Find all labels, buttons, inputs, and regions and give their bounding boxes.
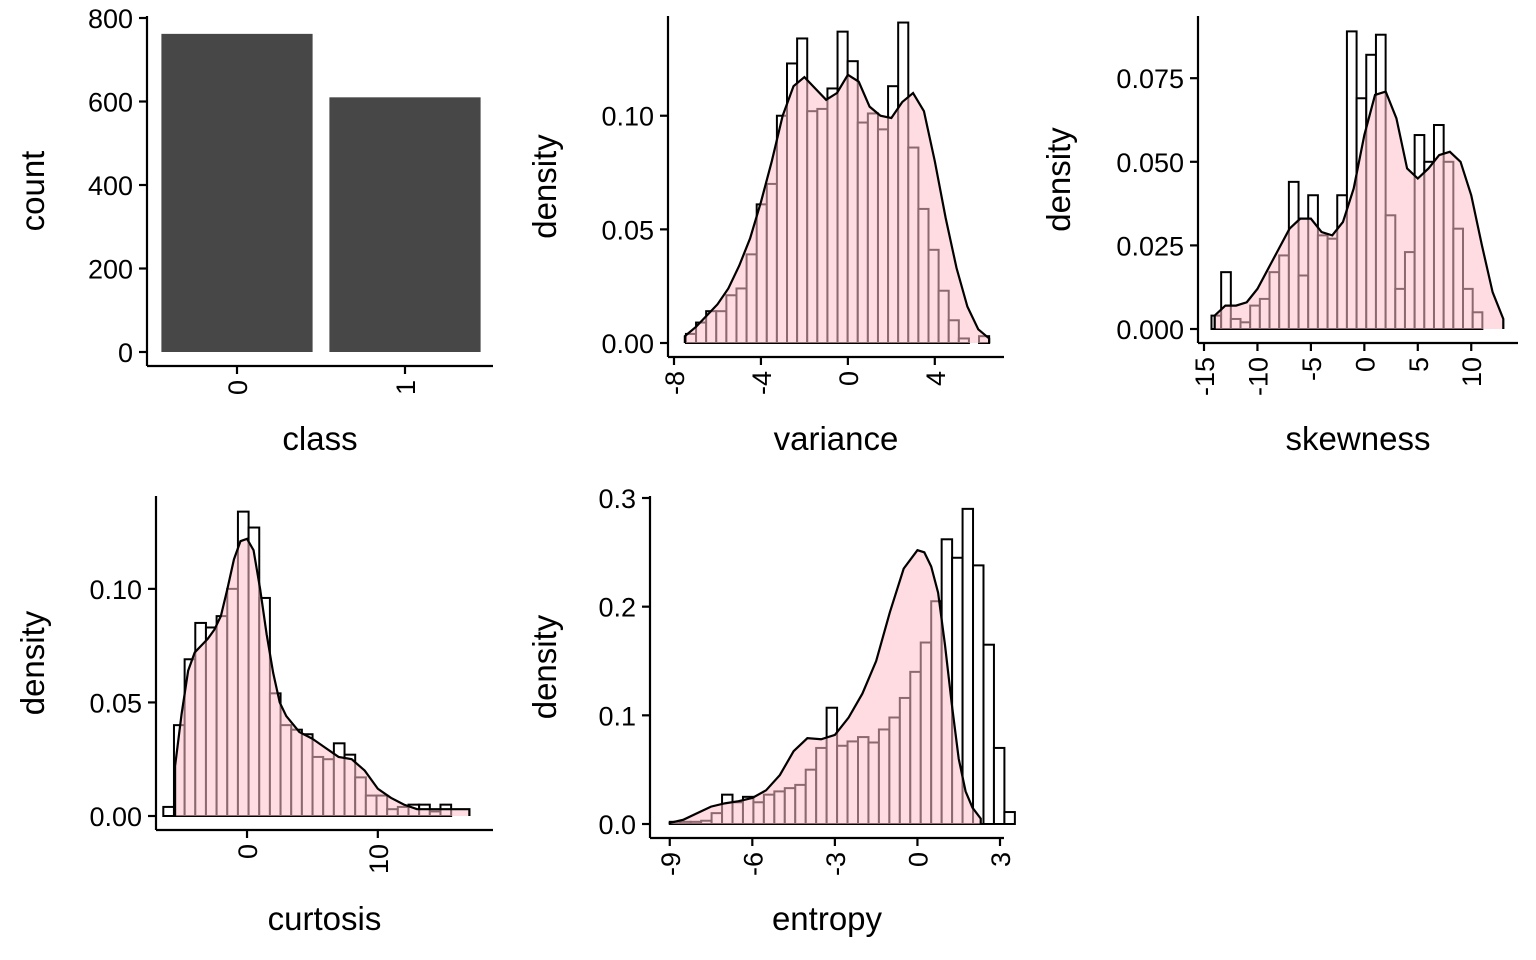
histogram-bar bbox=[162, 805, 175, 818]
x-tick-label: 0 bbox=[223, 380, 253, 395]
x-tick-label: -8 bbox=[660, 371, 690, 395]
y-tick-label: 800 bbox=[88, 4, 133, 34]
y-tick-label: 0.10 bbox=[601, 102, 654, 132]
x-tick-label: 5 bbox=[1404, 357, 1434, 372]
density-area bbox=[175, 538, 470, 816]
y-tick-label: 0.05 bbox=[89, 688, 142, 718]
x-axis-title: entropy bbox=[772, 900, 883, 937]
density-curve bbox=[173, 537, 471, 816]
y-tick-label: 200 bbox=[88, 255, 133, 285]
density-curve bbox=[668, 548, 982, 824]
y-tick-label: 0.1 bbox=[598, 701, 636, 731]
y-tick-label: 0.050 bbox=[1116, 148, 1184, 178]
x-tick-label: 3 bbox=[986, 852, 1016, 867]
density-area bbox=[669, 550, 981, 824]
panel-skewness: 0.000 0.025 0.050 0.075 -15 -10 -5 0 5 10 skewness… bbox=[1040, 16, 1518, 457]
y-tick-label: 0 bbox=[118, 338, 133, 368]
y-tick-label: 0.025 bbox=[1116, 231, 1184, 261]
x-tick-label: 0 bbox=[834, 371, 864, 386]
density-curve bbox=[683, 73, 991, 343]
panel-variance: 0.00 0.05 0.10 -8 -4 0 4 variance density bbox=[526, 16, 1004, 457]
panel-curtosis: 0.00 0.05 0.10 0 10 curtosis density bbox=[14, 496, 493, 937]
y-tick-label: 0.00 bbox=[89, 802, 142, 832]
x-tick-label: 0 bbox=[1350, 357, 1380, 372]
x-tick-label: -3 bbox=[821, 852, 851, 876]
y-tick-label: 0.0 bbox=[598, 810, 636, 840]
density-curve bbox=[1213, 90, 1505, 329]
panel-class: 0 200 400 600 800 0 1 class count bbox=[14, 4, 493, 457]
y-tick-label: 600 bbox=[88, 88, 133, 118]
y-axis-title: density bbox=[14, 610, 51, 715]
y-axis-title: count bbox=[14, 151, 51, 232]
y-tick-label: 0.3 bbox=[598, 484, 636, 514]
x-tick-label: -6 bbox=[738, 852, 768, 876]
density-area bbox=[1214, 91, 1504, 330]
y-axis-title: density bbox=[526, 134, 563, 239]
y-tick-label: 0.10 bbox=[89, 575, 142, 605]
histogram-bar bbox=[992, 746, 1006, 826]
histogram-bar bbox=[982, 643, 995, 826]
y-axis-title: density bbox=[1040, 127, 1077, 232]
y-tick-label: 0.2 bbox=[598, 593, 636, 623]
histogram-bar bbox=[972, 564, 985, 826]
x-tick-label: -9 bbox=[656, 852, 686, 876]
histogram-bar bbox=[961, 507, 975, 825]
x-tick-label: 0 bbox=[233, 844, 263, 859]
panel-entropy: 0.0 0.1 0.2 0.3 -9 -6 -3 0 3 entropy density bbox=[526, 484, 1016, 937]
x-axis-title: variance bbox=[774, 420, 899, 457]
x-tick-label: 1 bbox=[391, 380, 421, 395]
y-tick-label: 0.075 bbox=[1116, 64, 1184, 94]
x-tick-label: 10 bbox=[1457, 357, 1487, 387]
y-tick-label: 0.05 bbox=[601, 215, 654, 245]
x-tick-label: -4 bbox=[747, 371, 777, 395]
histogram-bar bbox=[1003, 811, 1016, 826]
x-axis-title: curtosis bbox=[268, 900, 382, 937]
x-tick-label: 4 bbox=[921, 371, 951, 386]
y-tick-label: 400 bbox=[88, 171, 133, 201]
density-area bbox=[684, 74, 990, 344]
bar-class-1 bbox=[329, 97, 481, 352]
bar-class-0 bbox=[161, 33, 313, 353]
x-tick-label: 10 bbox=[364, 844, 394, 874]
x-tick-label: -5 bbox=[1297, 357, 1327, 381]
x-tick-label: 0 bbox=[903, 852, 933, 867]
y-tick-label: 0.00 bbox=[601, 329, 654, 359]
x-tick-label: -15 bbox=[1190, 357, 1220, 396]
y-axis-title: density bbox=[526, 614, 563, 719]
x-axis-title: skewness bbox=[1286, 420, 1431, 457]
y-tick-label: 0.000 bbox=[1116, 315, 1184, 345]
x-tick-label: -10 bbox=[1243, 357, 1273, 396]
x-axis-title: class bbox=[282, 420, 357, 457]
